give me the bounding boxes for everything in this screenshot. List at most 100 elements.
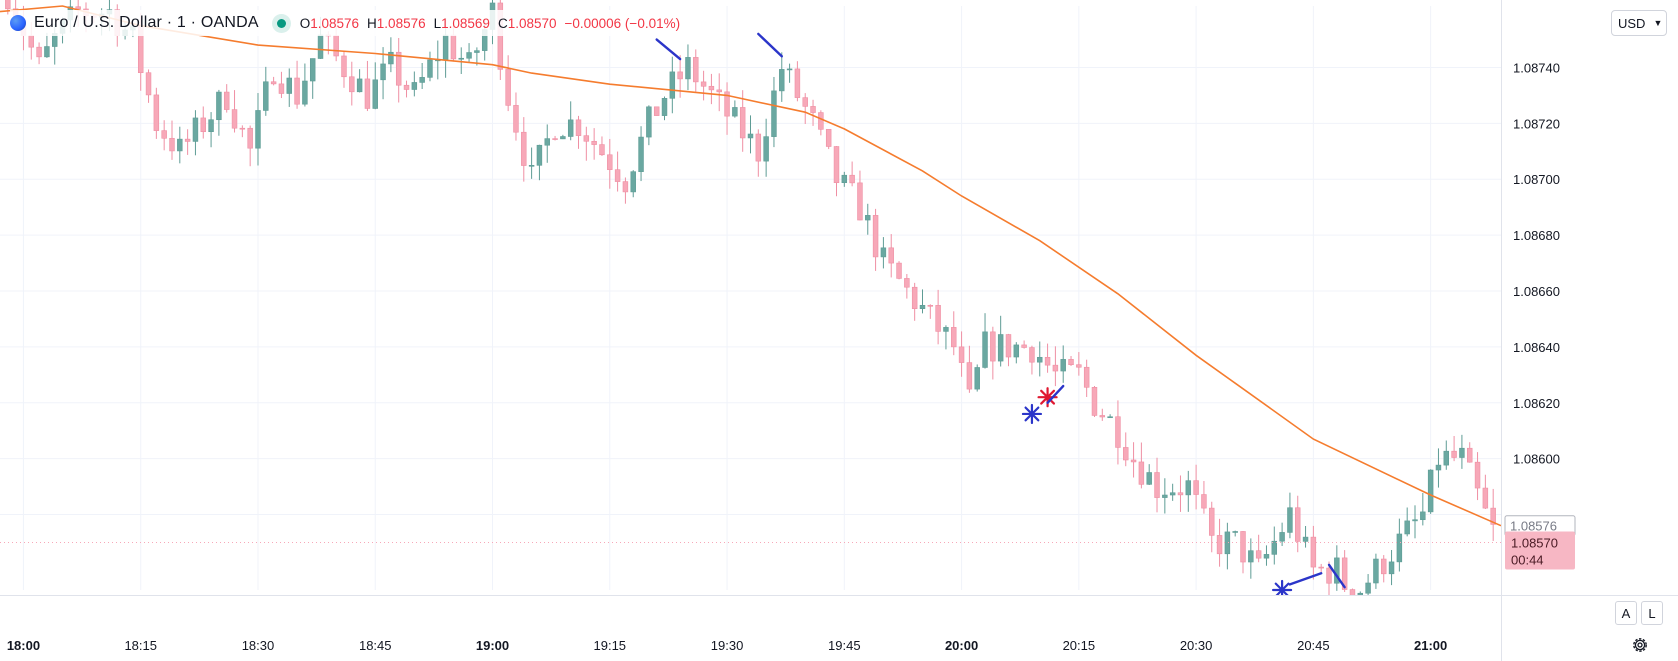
candle	[630, 170, 636, 198]
trend-segment[interactable]	[1288, 572, 1323, 586]
candle	[919, 289, 926, 314]
y-tick-label: 1.08660	[1513, 284, 1560, 299]
candle	[771, 76, 777, 148]
candle	[239, 125, 246, 138]
x-tick-label: 20:45	[1297, 638, 1330, 653]
candle	[513, 92, 519, 141]
candle	[1130, 442, 1137, 478]
candle	[302, 63, 308, 107]
market-status-icon	[276, 18, 286, 28]
candle	[1420, 492, 1426, 526]
candle	[395, 38, 402, 103]
current-price-tag: 1.08570 00:44	[1505, 531, 1575, 570]
candle	[591, 128, 597, 160]
candle	[646, 105, 652, 146]
candle	[833, 146, 840, 197]
candle	[982, 313, 988, 369]
candle	[724, 82, 730, 135]
candle	[278, 71, 285, 99]
drawing-annotations[interactable]	[655, 32, 1346, 601]
candle	[1005, 333, 1012, 367]
trend-segment[interactable]	[1046, 384, 1065, 404]
candle	[294, 60, 300, 109]
candle	[1255, 534, 1262, 563]
candle	[1224, 522, 1231, 570]
candle	[638, 126, 644, 182]
candle	[1029, 345, 1035, 375]
y-tick-label: 1.08620	[1513, 396, 1560, 411]
x-tick-label: 18:30	[242, 638, 275, 653]
x-tick-label: 19:15	[594, 638, 627, 653]
candle	[1482, 474, 1489, 510]
candle	[849, 161, 855, 187]
candle	[349, 61, 355, 106]
candle	[739, 90, 746, 152]
candle	[943, 325, 949, 350]
candle	[153, 87, 160, 139]
candle	[958, 331, 965, 377]
symbol-title[interactable]: Euro / U.S. Dollar · 1 · OANDA	[34, 14, 259, 31]
candle	[1107, 414, 1113, 419]
candle	[1287, 492, 1293, 539]
candle	[1381, 555, 1387, 583]
candle	[1013, 342, 1020, 364]
candle	[1099, 408, 1106, 421]
candle	[583, 126, 590, 161]
y-tick-label: 1.08740	[1513, 60, 1560, 75]
bar-countdown-label: 00:44	[1511, 552, 1544, 567]
candle	[544, 124, 550, 163]
candle	[184, 129, 191, 155]
candle	[567, 101, 574, 141]
trend-segment[interactable]	[655, 38, 682, 61]
log-scale-button[interactable]: L	[1641, 601, 1663, 625]
candle	[810, 99, 816, 126]
candle	[614, 151, 621, 192]
candle	[825, 129, 832, 150]
auto-scale-button[interactable]: A	[1615, 601, 1637, 625]
candle	[247, 125, 253, 167]
candle	[1037, 341, 1043, 377]
candle	[661, 96, 668, 121]
candle	[1295, 495, 1301, 553]
candle	[1302, 526, 1309, 548]
candle	[1318, 563, 1324, 573]
trend-segment[interactable]	[1327, 563, 1346, 589]
candle	[1451, 435, 1457, 462]
y-tick-label: 1.08680	[1513, 228, 1560, 243]
candle	[309, 58, 316, 99]
candle	[1435, 448, 1442, 488]
chevron-down-icon: ▼	[1653, 18, 1663, 28]
trend-segment[interactable]	[757, 32, 783, 58]
candle	[786, 63, 793, 83]
candle	[1052, 346, 1059, 387]
asterisk-mark[interactable]	[1021, 403, 1043, 425]
currency-selector[interactable]: USD ▼	[1611, 10, 1667, 36]
candle	[708, 73, 715, 105]
candle	[1310, 525, 1317, 580]
candle	[231, 90, 238, 133]
candle	[1271, 526, 1278, 565]
candle	[1115, 400, 1121, 465]
candle	[419, 62, 425, 89]
candle	[935, 289, 941, 345]
candle	[1388, 549, 1395, 586]
candle	[192, 110, 199, 156]
x-tick-label: 20:30	[1180, 638, 1213, 653]
gear-icon[interactable]	[1631, 636, 1649, 654]
candle	[1279, 522, 1285, 547]
ohlc-open: O1.08576	[299, 15, 360, 31]
candle	[1162, 478, 1168, 514]
candle	[1185, 470, 1192, 512]
candle	[1326, 561, 1332, 596]
candle	[1021, 340, 1027, 349]
candle	[1427, 469, 1434, 514]
y-tick-label: 1.08600	[1513, 452, 1560, 467]
x-tick-label: 19:30	[711, 638, 744, 653]
candle	[1209, 501, 1215, 553]
candle	[356, 69, 363, 93]
candle	[1169, 483, 1176, 501]
candle	[505, 55, 511, 112]
moving-average-series	[0, 5, 1502, 543]
current-price-label: 1.08570	[1511, 535, 1558, 550]
